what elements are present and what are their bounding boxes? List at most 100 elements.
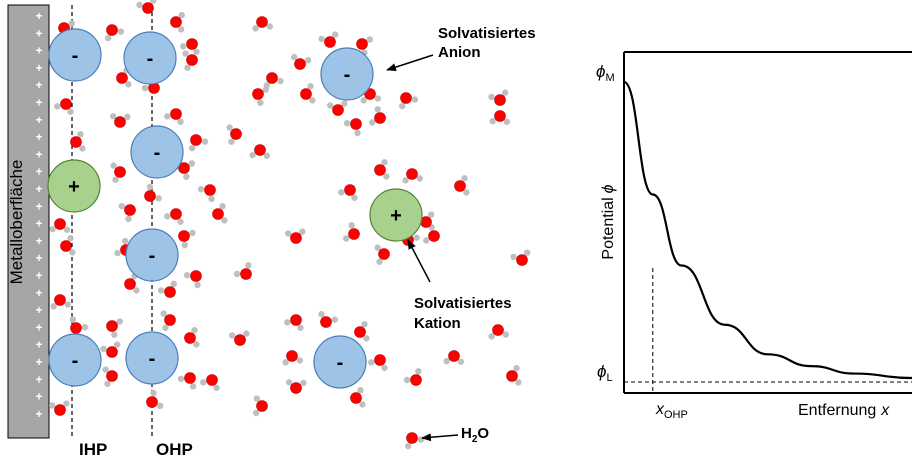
oxygen-atom xyxy=(116,72,128,84)
hydrogen-atom xyxy=(416,175,423,182)
hydrogen-atom xyxy=(117,28,125,35)
oxygen-atom xyxy=(190,134,202,146)
hydrogen-atom xyxy=(177,218,184,225)
hydrogen-atom xyxy=(104,34,112,42)
hydrogen-atom xyxy=(183,272,191,279)
hydrogen-atom xyxy=(188,144,196,152)
hydrogen-atom xyxy=(122,237,129,245)
oxygen-atom xyxy=(506,370,518,382)
hydrogen-atom xyxy=(304,56,312,64)
oxygen-atom xyxy=(184,372,196,384)
hydrogen-atom xyxy=(104,380,111,387)
tick-phi-l-main: ϕ xyxy=(597,362,606,381)
y-axis-symbol: ϕ xyxy=(600,184,617,193)
surface-charges: + + + + + + + + + + + + + + + + + + + + + + + + xyxy=(35,9,42,421)
oxygen-atom xyxy=(234,334,246,346)
y-axis-label: Potential ϕ xyxy=(600,184,617,259)
oxygen-atom xyxy=(178,230,190,242)
oxygen-atom xyxy=(400,92,412,104)
water-molecule xyxy=(183,270,202,289)
water-molecule xyxy=(188,134,209,152)
anion-charge: - xyxy=(154,142,161,164)
water-molecule xyxy=(454,175,470,196)
anion: - xyxy=(125,331,179,385)
plus-charge: + xyxy=(35,199,42,213)
hydrogen-atom xyxy=(164,113,171,120)
hydrogen-atom xyxy=(81,324,89,331)
hydrogen-atom xyxy=(243,330,250,337)
hydrogen-atom xyxy=(64,301,71,308)
hydrogen-atom xyxy=(116,318,123,325)
hydrogen-atom xyxy=(510,253,517,261)
hydrogen-atom xyxy=(296,357,303,364)
hydrogen-atom xyxy=(513,365,520,372)
anion: - xyxy=(130,125,184,179)
water-molecule xyxy=(177,372,197,390)
hydrogen-atom xyxy=(423,237,430,244)
cation-sphere xyxy=(369,188,423,242)
water-molecule xyxy=(49,218,71,233)
hydrogen-atom xyxy=(146,183,154,191)
hydrogen-atom xyxy=(376,258,383,265)
hydrogen-atom xyxy=(284,319,291,326)
oxygen-atom xyxy=(252,88,264,100)
anion-charge: - xyxy=(72,45,79,67)
oxygen-atom xyxy=(240,268,252,280)
hydrogen-atom xyxy=(49,225,56,233)
water-molecule xyxy=(226,124,242,145)
oxygen-atom xyxy=(124,204,136,216)
oxygen-atom xyxy=(350,118,362,130)
cation-annotation-line2: Kation xyxy=(414,315,461,332)
hydrogen-atom xyxy=(309,97,316,104)
water-formula-h: H xyxy=(461,425,472,442)
water-molecule xyxy=(164,208,184,225)
water-molecule xyxy=(212,203,228,224)
hydrogen-atom xyxy=(488,93,495,101)
water-molecule xyxy=(178,229,196,249)
hydrogen-atom xyxy=(63,400,70,407)
hydrogen-atom xyxy=(136,1,143,9)
water-molecule xyxy=(60,235,76,256)
hydrogen-atom xyxy=(285,230,292,237)
plus-charge: + xyxy=(35,165,42,179)
hydrogen-atom xyxy=(113,341,121,348)
hydrogen-atom xyxy=(233,270,241,278)
water-molecule xyxy=(249,144,271,159)
water-molecule xyxy=(157,280,178,298)
water-molecule xyxy=(350,387,366,408)
plus-charge: + xyxy=(35,355,42,369)
oxygen-atom xyxy=(212,208,224,220)
oxygen-atom xyxy=(106,346,118,358)
water-molecule xyxy=(118,202,136,223)
hydrogen-atom xyxy=(155,195,162,202)
oxygen-atom xyxy=(290,232,302,244)
water-molecule xyxy=(282,350,303,366)
plus-charge: + xyxy=(35,44,42,58)
oxygen-atom xyxy=(378,248,390,260)
water-molecule xyxy=(160,310,176,331)
hydrogen-atom xyxy=(327,102,334,109)
water-molecule xyxy=(263,72,284,89)
oxygen-atom xyxy=(54,218,66,230)
water-molecule xyxy=(146,389,164,410)
oxygen-atom xyxy=(106,24,118,36)
hydrogen-atom xyxy=(228,138,235,145)
oxygen-atom xyxy=(164,314,176,326)
water-molecule xyxy=(300,83,316,104)
oxygen-atom xyxy=(294,58,306,70)
oxygen-atom xyxy=(70,136,82,148)
plus-charge: + xyxy=(35,269,42,283)
oxygen-atom xyxy=(448,350,460,362)
water-molecule xyxy=(284,314,304,331)
water-molecule xyxy=(404,432,425,450)
water-molecule xyxy=(338,184,358,201)
oxygen-atom xyxy=(54,404,66,416)
oxygen-atom xyxy=(190,270,202,282)
cation-charge: + xyxy=(390,205,402,227)
oxygen-atom xyxy=(356,38,368,50)
hydrogen-atom xyxy=(374,106,381,113)
plus-charge: + xyxy=(35,78,42,92)
hydrogen-atom xyxy=(149,0,157,4)
water-molecule xyxy=(100,341,121,358)
oxygen-atom xyxy=(344,184,356,196)
